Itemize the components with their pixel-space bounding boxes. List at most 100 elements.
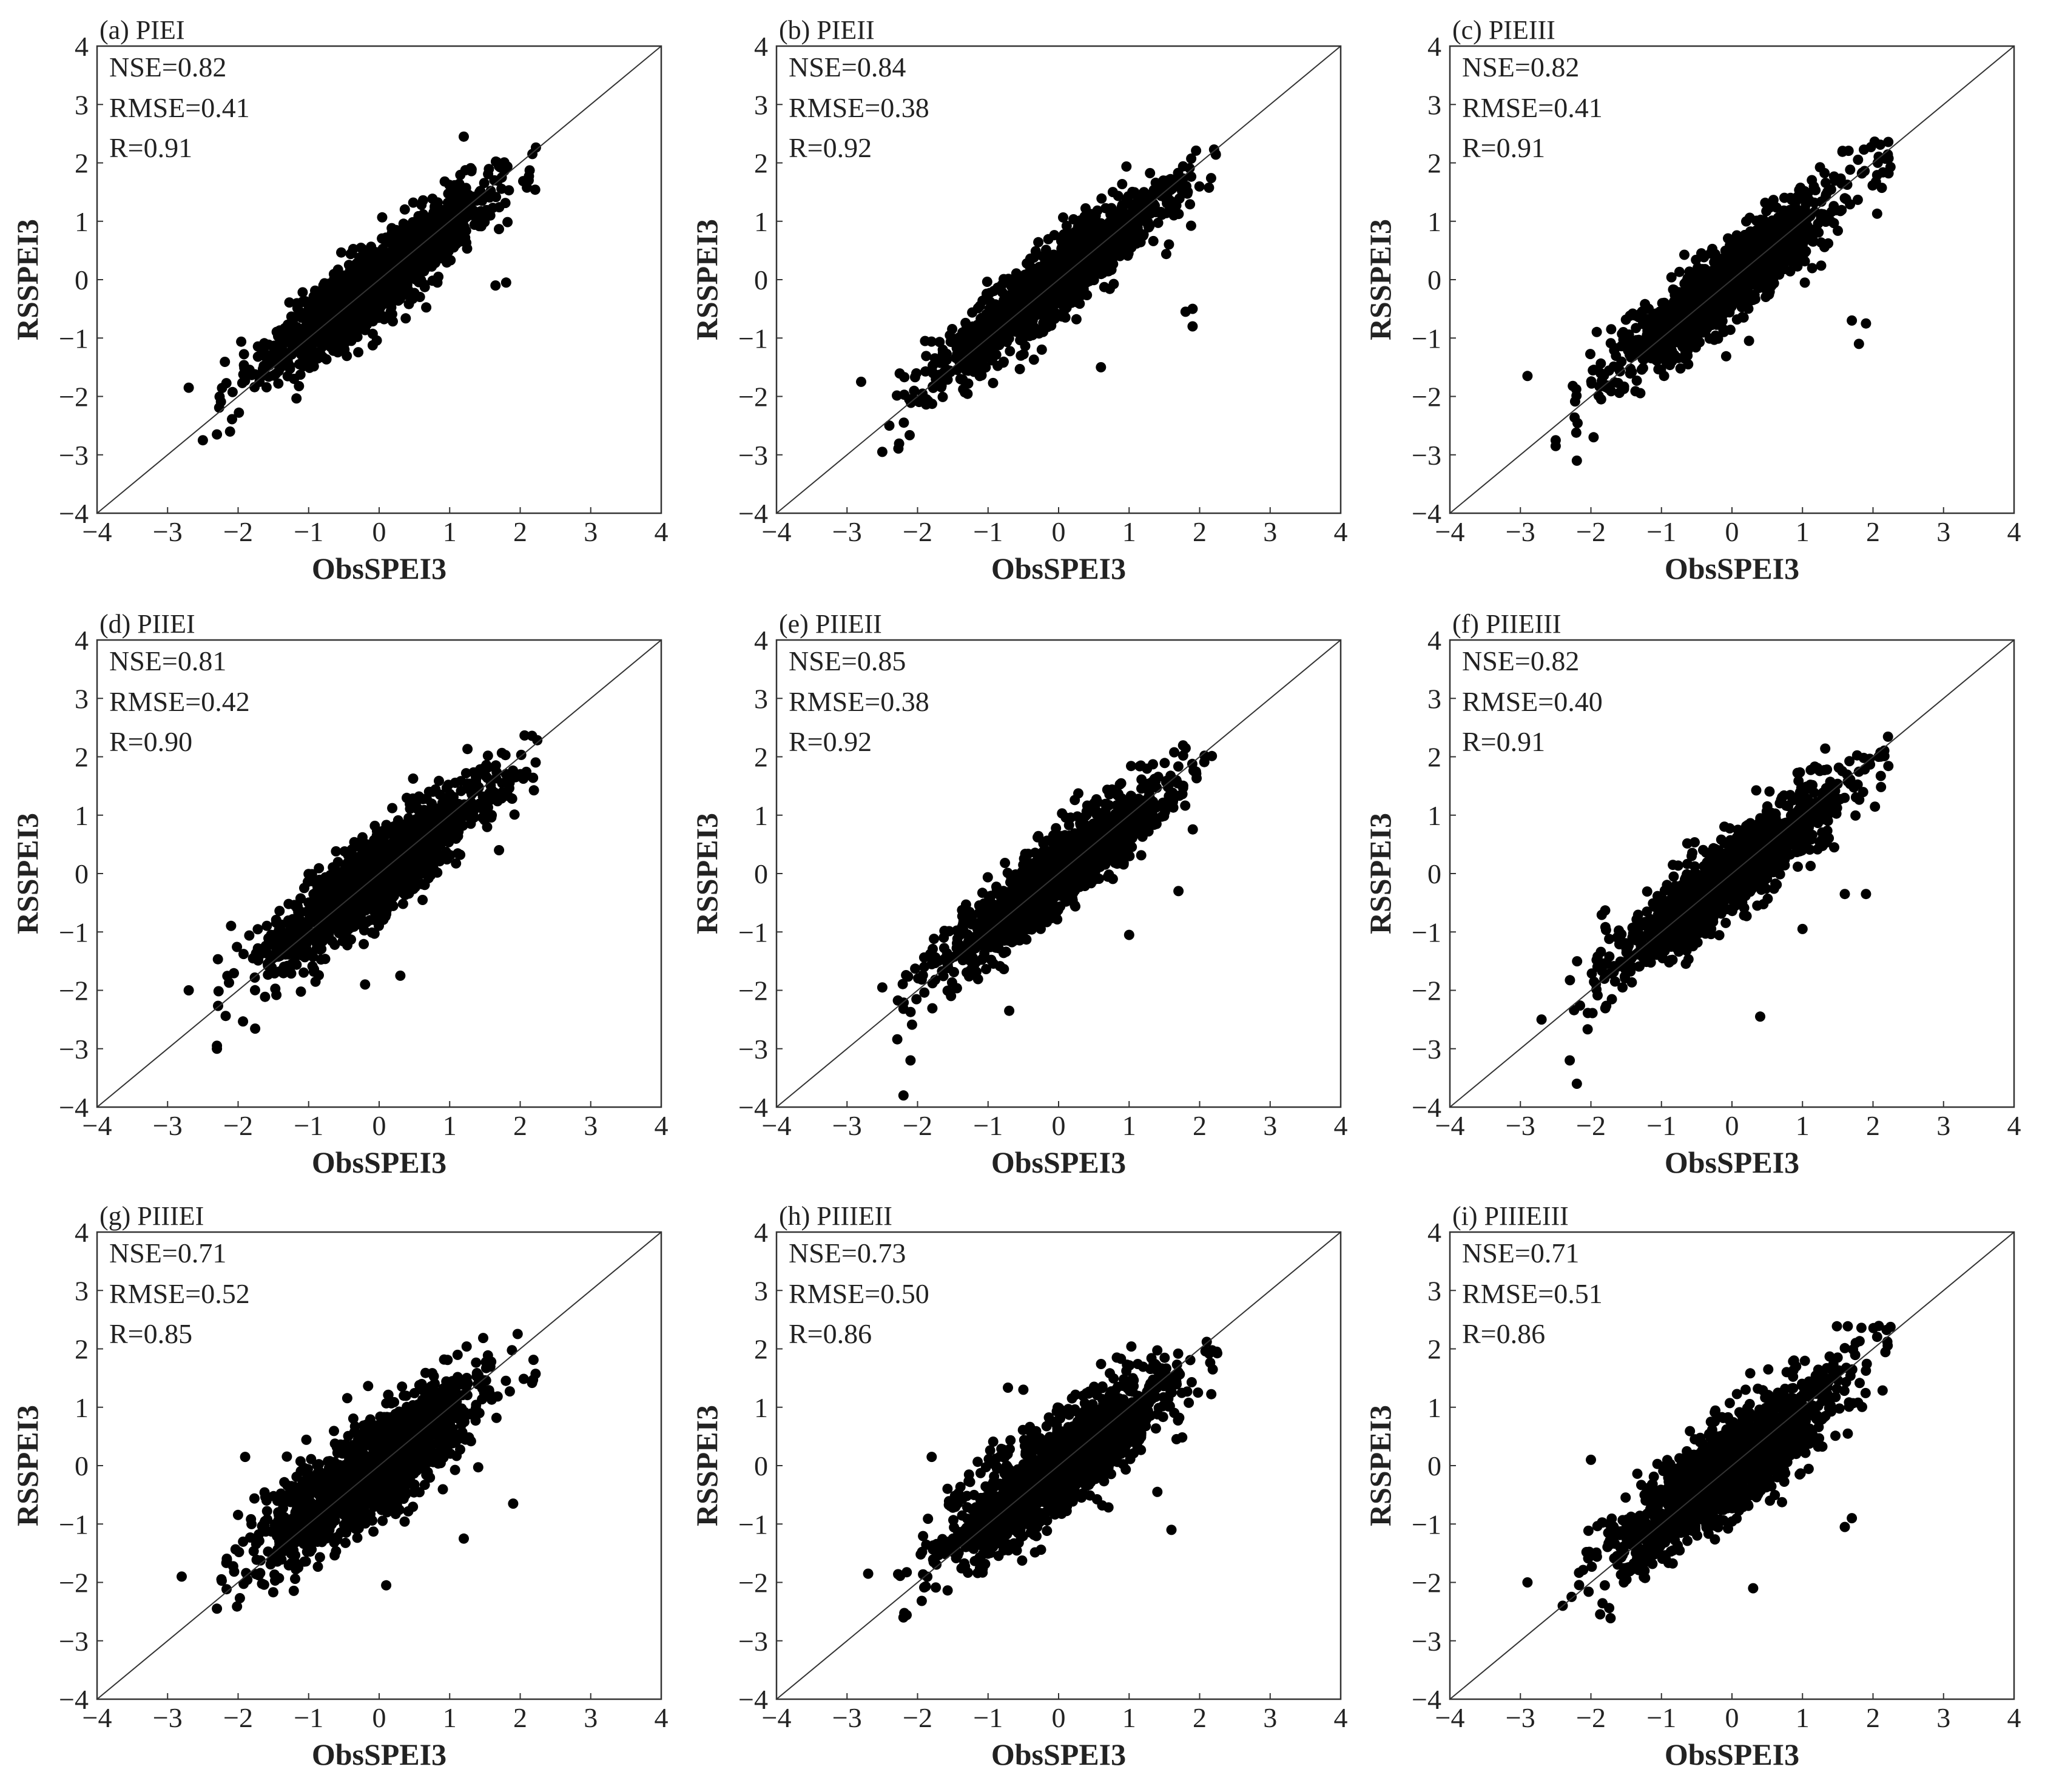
data-point (1046, 290, 1057, 301)
data-point (1606, 324, 1617, 335)
y-tick-label: 3 (75, 89, 89, 120)
y-tick-label: −2 (738, 382, 768, 413)
data-point (1028, 322, 1039, 333)
data-point (500, 198, 511, 209)
data-point (1750, 253, 1761, 264)
data-point (1011, 296, 1022, 307)
data-point (310, 976, 321, 987)
x-tick-label: 4 (2007, 516, 2021, 547)
data-point (485, 186, 496, 197)
data-point (955, 374, 966, 385)
outlier-point (1550, 435, 1561, 446)
x-tick-label: −2 (1576, 516, 1606, 547)
data-point (1060, 252, 1071, 263)
data-point (1653, 321, 1663, 332)
data-point (946, 337, 957, 348)
data-point (1807, 175, 1818, 186)
data-point (359, 938, 369, 949)
data-point (298, 357, 309, 368)
data-point (927, 399, 937, 409)
data-point (339, 283, 349, 294)
r-stat: R=0.91 (1462, 132, 1545, 163)
data-point (1802, 225, 1813, 235)
x-tick-label: −3 (832, 516, 862, 547)
data-point (308, 312, 318, 322)
x-tick-label: 3 (584, 516, 598, 547)
data-point (1801, 207, 1812, 218)
data-point (1068, 214, 1079, 224)
data-point (224, 426, 235, 437)
data-point (530, 184, 541, 195)
data-point (417, 895, 428, 905)
y-tick-label: 2 (75, 148, 89, 179)
data-point (475, 186, 486, 197)
data-point (213, 986, 224, 997)
y-tick-label: −4 (59, 498, 89, 529)
panel-title: (c) PIEIII (1452, 15, 1555, 45)
data-point (937, 391, 948, 402)
data-point (297, 287, 308, 298)
data-point (260, 991, 271, 1002)
data-point (1605, 338, 1616, 349)
data-point (1810, 185, 1821, 195)
data-point (478, 214, 489, 224)
data-point (273, 378, 284, 389)
data-point (284, 297, 295, 308)
data-point (1835, 173, 1846, 184)
data-point (530, 757, 541, 768)
data-point (370, 309, 380, 320)
data-point (1623, 345, 1634, 356)
data-point (1177, 173, 1188, 184)
data-point (1123, 191, 1134, 202)
data-point (1716, 258, 1727, 269)
data-point (388, 243, 399, 254)
x-tick-label: −1 (973, 516, 1003, 547)
data-point (1177, 186, 1188, 197)
y-tick-label: 1 (75, 206, 89, 237)
data-point (1659, 297, 1669, 308)
data-point (303, 327, 314, 338)
data-point (1033, 280, 1043, 291)
data-point (1016, 350, 1026, 361)
data-point (494, 162, 505, 173)
data-point (898, 417, 909, 428)
data-point (1117, 241, 1127, 252)
outlier-point (459, 131, 469, 142)
data-point (1784, 204, 1795, 215)
data-point (1690, 342, 1701, 353)
data-point (1753, 272, 1764, 283)
r-stat: R=0.91 (109, 132, 192, 163)
data-point (286, 968, 297, 979)
y-tick-label: −3 (59, 440, 89, 471)
data-point (1768, 278, 1779, 289)
data-point (371, 335, 382, 346)
data-point (343, 274, 354, 285)
data-point (1679, 278, 1690, 289)
x-tick-label: −2 (903, 516, 932, 547)
rmse-stat: RMSE=0.41 (1462, 92, 1603, 123)
data-point (1020, 323, 1031, 334)
x-axis-label: ObsSPEI3 (312, 551, 446, 585)
data-point (261, 382, 272, 392)
data-point (297, 308, 307, 318)
x-tick-label: 1 (1796, 516, 1810, 547)
data-point (353, 347, 364, 358)
data-point (1599, 370, 1609, 381)
data-point (1730, 250, 1741, 261)
outlier-point (1853, 339, 1864, 349)
data-point (1077, 226, 1088, 237)
data-point (1001, 295, 1012, 306)
y-tick-label: 1 (754, 206, 768, 237)
data-point (238, 1016, 249, 1027)
data-point (1204, 182, 1215, 193)
data-point (1743, 277, 1754, 288)
data-point (1693, 264, 1704, 275)
panel-title: (b) PIEII (779, 15, 875, 45)
y-axis-label: RSSPEI3 (1363, 219, 1397, 340)
nse-stat: NSE=0.82 (1462, 52, 1579, 83)
data-point (463, 189, 474, 200)
data-point (1845, 164, 1856, 175)
data-point (1799, 277, 1810, 288)
y-axis-label: RSSPEI3 (690, 219, 724, 340)
